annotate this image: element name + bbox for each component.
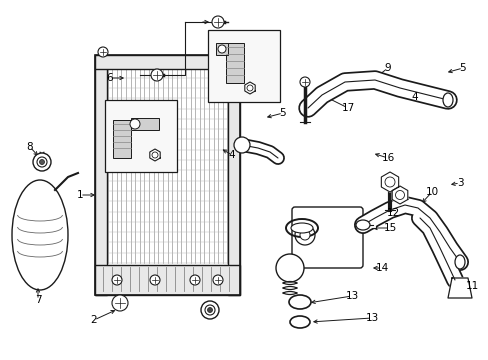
Circle shape — [151, 69, 163, 81]
Circle shape — [299, 230, 309, 240]
Polygon shape — [391, 186, 407, 204]
Text: 4: 4 — [411, 92, 417, 102]
Polygon shape — [447, 278, 471, 298]
Polygon shape — [149, 149, 160, 161]
Bar — [95, 55, 107, 295]
Ellipse shape — [442, 93, 452, 107]
Ellipse shape — [355, 220, 369, 230]
Circle shape — [275, 254, 304, 282]
Circle shape — [218, 45, 225, 53]
Bar — [225, 43, 244, 83]
Text: 13: 13 — [365, 313, 378, 323]
Text: 1: 1 — [77, 190, 83, 200]
Polygon shape — [381, 172, 398, 192]
Circle shape — [212, 16, 224, 28]
Circle shape — [204, 305, 215, 315]
Text: 12: 12 — [386, 208, 399, 218]
Ellipse shape — [454, 255, 464, 269]
Circle shape — [33, 153, 51, 171]
Text: 2: 2 — [90, 315, 97, 325]
Bar — [131, 118, 159, 130]
Text: 5: 5 — [459, 63, 466, 73]
Circle shape — [37, 157, 47, 167]
Bar — [207, 30, 280, 102]
Text: 14: 14 — [375, 263, 388, 273]
Circle shape — [201, 301, 219, 319]
FancyBboxPatch shape — [291, 207, 362, 268]
Bar — [95, 265, 240, 295]
Bar — [113, 120, 131, 158]
Text: 13: 13 — [345, 291, 358, 301]
Circle shape — [112, 275, 122, 285]
Text: 3: 3 — [456, 178, 462, 188]
Text: 11: 11 — [465, 281, 478, 291]
Bar — [227, 55, 240, 295]
Circle shape — [98, 47, 108, 57]
Circle shape — [130, 119, 140, 129]
Circle shape — [40, 159, 44, 165]
Text: 6: 6 — [106, 73, 113, 83]
Circle shape — [150, 275, 160, 285]
Circle shape — [213, 275, 223, 285]
Polygon shape — [244, 82, 255, 94]
Circle shape — [190, 275, 200, 285]
Bar — [216, 43, 227, 55]
Text: 16: 16 — [381, 153, 394, 163]
Ellipse shape — [12, 180, 68, 290]
Text: 17: 17 — [341, 103, 354, 113]
Text: 15: 15 — [383, 223, 396, 233]
Circle shape — [234, 137, 249, 153]
Circle shape — [294, 225, 314, 245]
Bar — [105, 100, 177, 172]
Text: 4: 4 — [228, 150, 235, 160]
Circle shape — [299, 77, 309, 87]
Text: 8: 8 — [27, 142, 33, 152]
Circle shape — [207, 307, 212, 312]
Ellipse shape — [290, 223, 312, 233]
Text: 9: 9 — [384, 63, 390, 73]
Text: 7: 7 — [35, 295, 41, 305]
Text: 5: 5 — [279, 108, 286, 118]
Bar — [95, 55, 240, 295]
Text: 10: 10 — [425, 187, 438, 197]
Circle shape — [112, 295, 128, 311]
Bar — [95, 55, 240, 69]
